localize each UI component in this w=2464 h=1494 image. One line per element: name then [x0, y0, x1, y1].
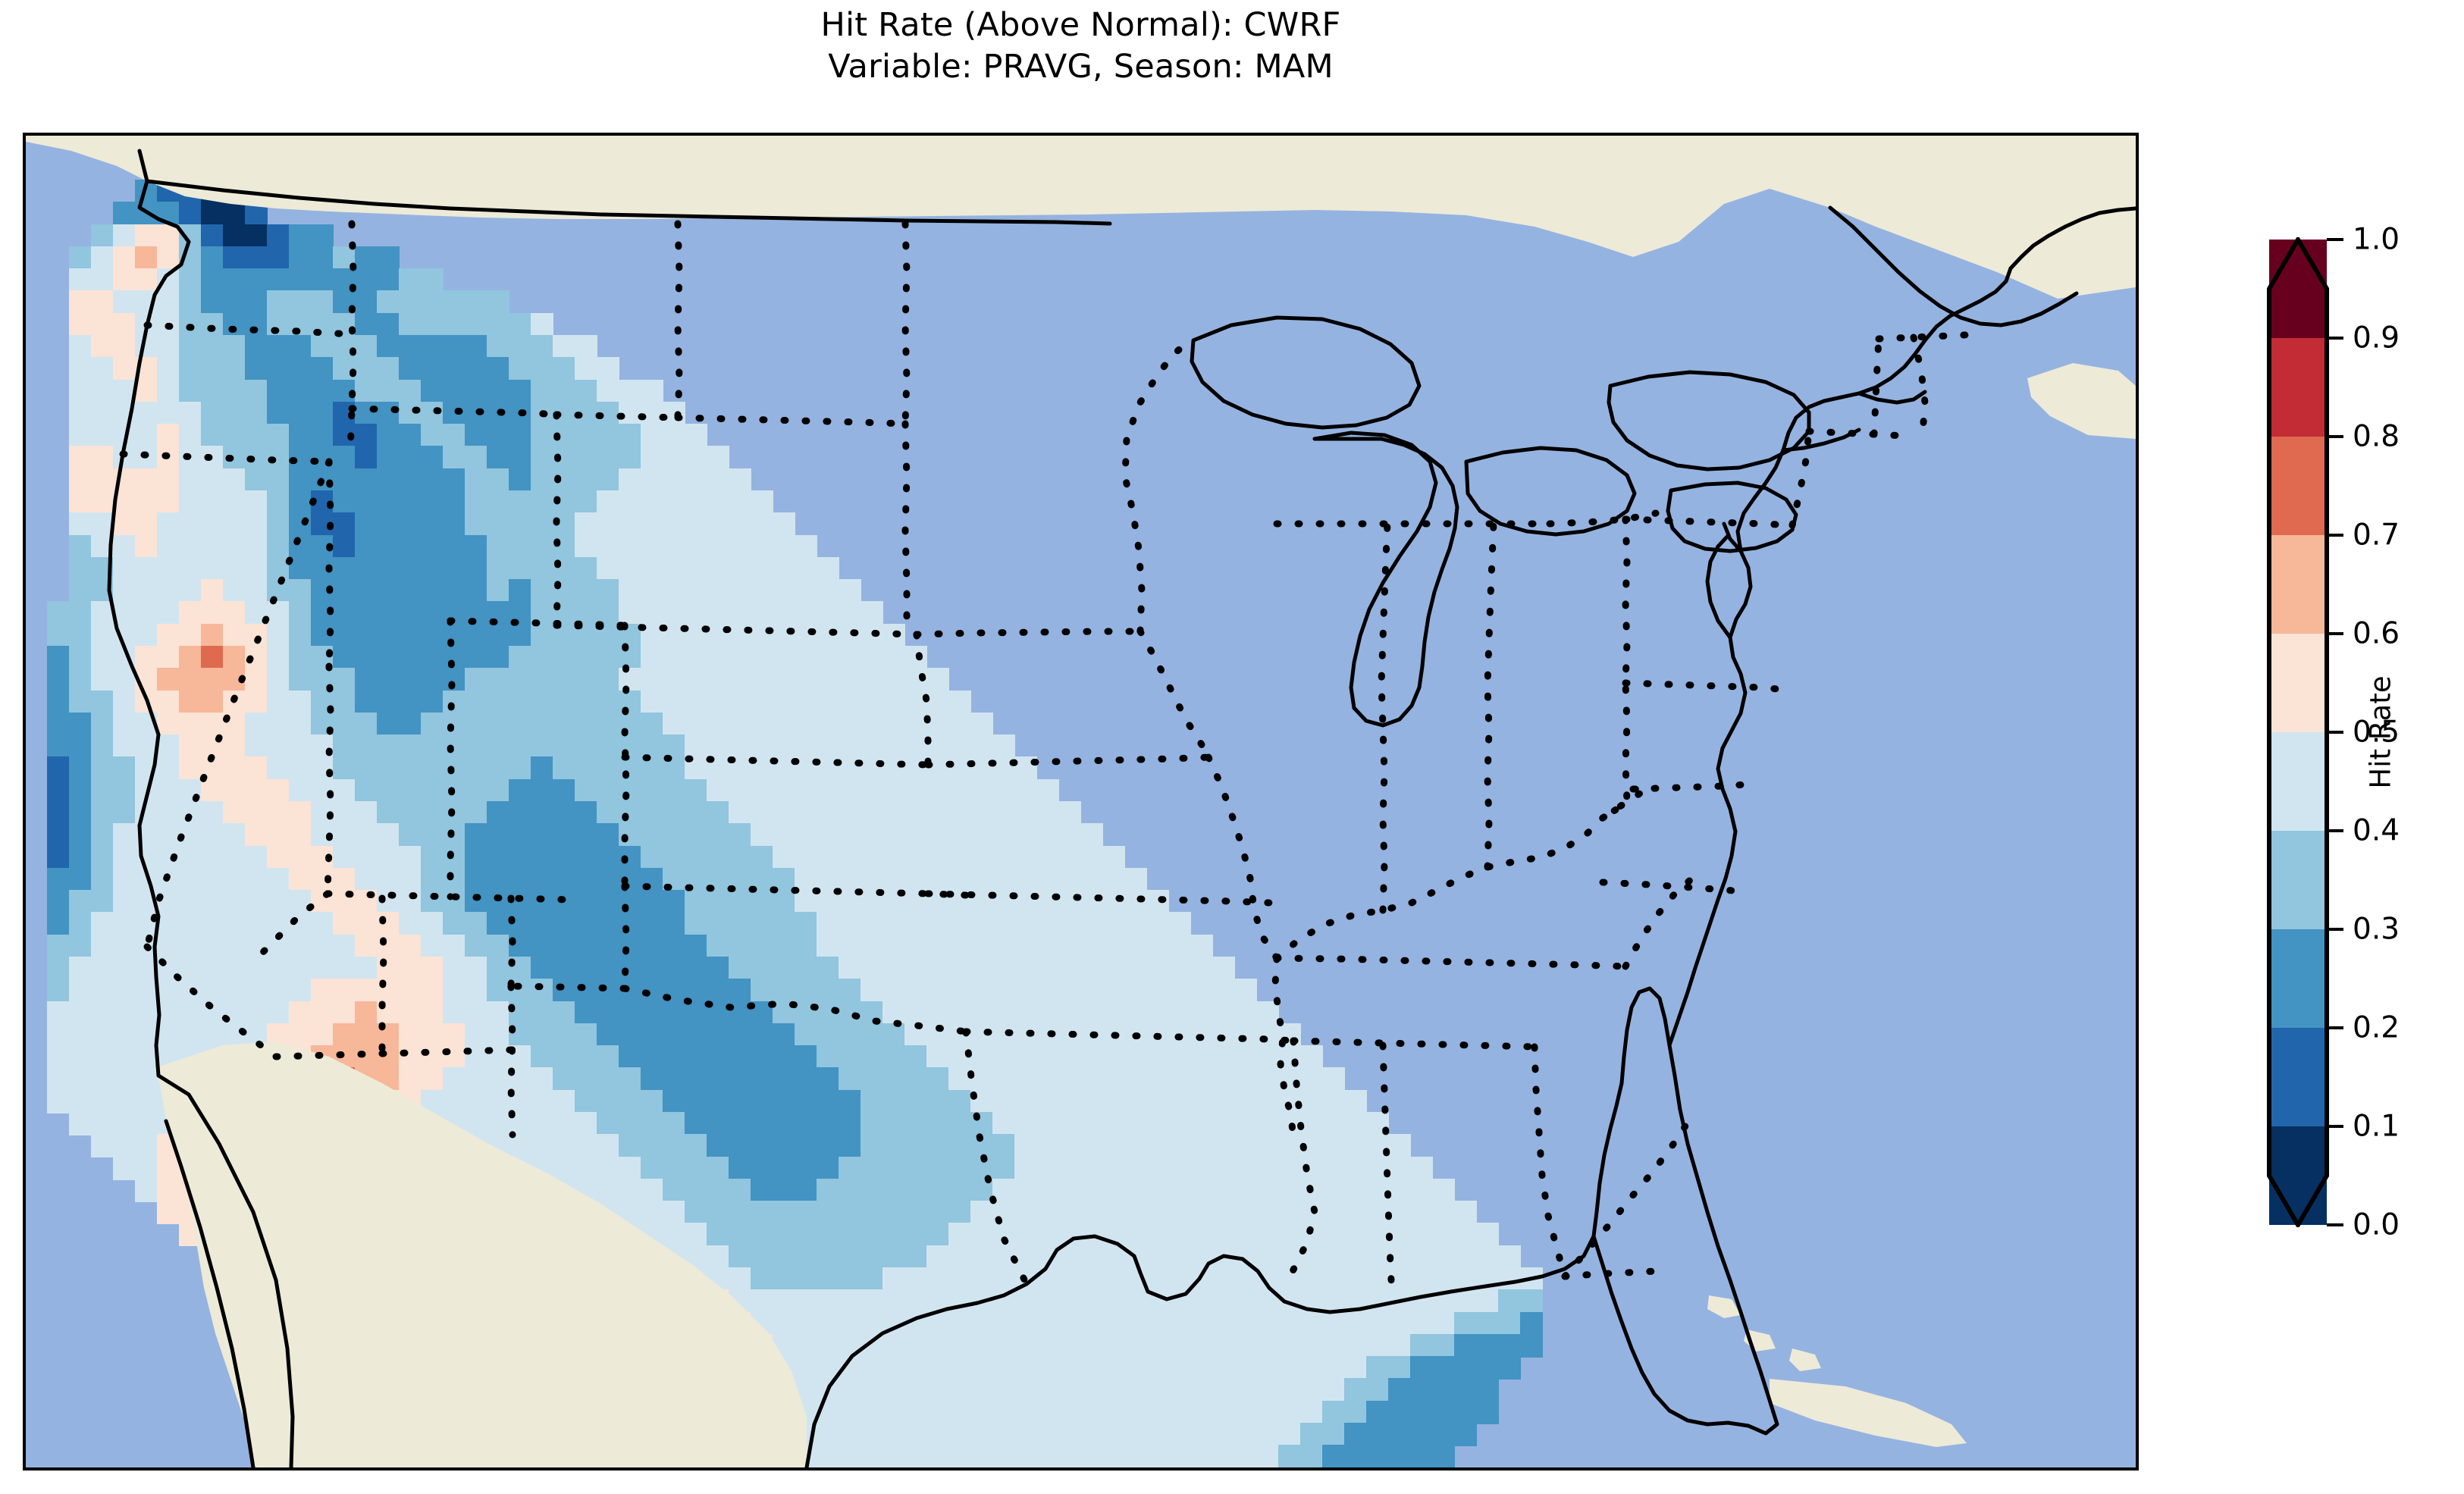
map-axes [23, 133, 2139, 1471]
colorbar-label: Hit Rate [2364, 675, 2397, 789]
colorbar-ticks: 1.0 0.9 0.8 0.7 0.6 0.5 0.4 0.3 0.2 0.1 0.0 [2327, 223, 2464, 1242]
figure-title: Hit Rate (Above Normal): CWRF Variable: … [0, 5, 2161, 88]
colorbar-tick [2327, 632, 2343, 635]
state-boundary-paths [119, 220, 1984, 1299]
colorbar-tick-label: 0.4 [2353, 813, 2400, 848]
map-stage [26, 136, 2136, 1467]
colorbar-tick [2327, 1026, 2343, 1029]
colorbar-tick [2327, 1125, 2343, 1128]
title-line-1: Hit Rate (Above Normal): CWRF [820, 6, 1341, 44]
colorbar-tick-label: 0.0 [2353, 1207, 2400, 1242]
colorbar-band-9 [2269, 240, 2327, 338]
colorbar-tick [2327, 337, 2343, 340]
colorbar-band-7 [2269, 437, 2327, 535]
colorbar-tick [2327, 534, 2343, 537]
foreign-land-fill [26, 136, 2136, 1467]
geography-layer [26, 136, 2136, 1467]
colorbar-tick-label: 0.8 [2353, 419, 2400, 454]
colorbar-tick-label: 0.7 [2353, 518, 2400, 553]
title-line-2: Variable: PRAVG, Season: MAM [828, 48, 1334, 86]
colorbar-tick-label: 0.6 [2353, 616, 2400, 651]
colorbar-band-4 [2269, 732, 2327, 831]
colorbar-tick [2327, 928, 2343, 931]
colorbar-tick-label: 0.9 [2353, 321, 2400, 355]
colorbar-tick [2327, 435, 2343, 438]
colorbar-band-5 [2269, 634, 2327, 732]
colorbar-tick [2327, 731, 2343, 734]
colorbar-tick [2327, 829, 2343, 832]
colorbar-outline [2267, 237, 2329, 1227]
colorbar-band-8 [2269, 338, 2327, 437]
colorbar-tick-label: 1.0 [2353, 222, 2400, 257]
colorbar-tick [2327, 238, 2343, 241]
colorbar-tick-label: 0.1 [2353, 1109, 2400, 1144]
colorbar-band-3 [2269, 831, 2327, 929]
colorbar-bands [2269, 240, 2327, 1225]
colorbar-band-1 [2269, 1028, 2327, 1126]
coastline-paths [107, 149, 2136, 1467]
colorbar-band-6 [2269, 535, 2327, 634]
colorbar-tick-label: 0.5 [2353, 715, 2400, 750]
colorbar-tick-label: 0.2 [2353, 1010, 2400, 1045]
colorbar-band-2 [2269, 929, 2327, 1028]
colorbar-tick-label: 0.3 [2353, 912, 2400, 947]
colorbar[interactable]: 1.0 0.9 0.8 0.7 0.6 0.5 0.4 0.3 0.2 0.1 0.0 [2267, 223, 2400, 1242]
colorbar-band-0 [2269, 1126, 2327, 1225]
colorbar-tick [2327, 1223, 2343, 1226]
